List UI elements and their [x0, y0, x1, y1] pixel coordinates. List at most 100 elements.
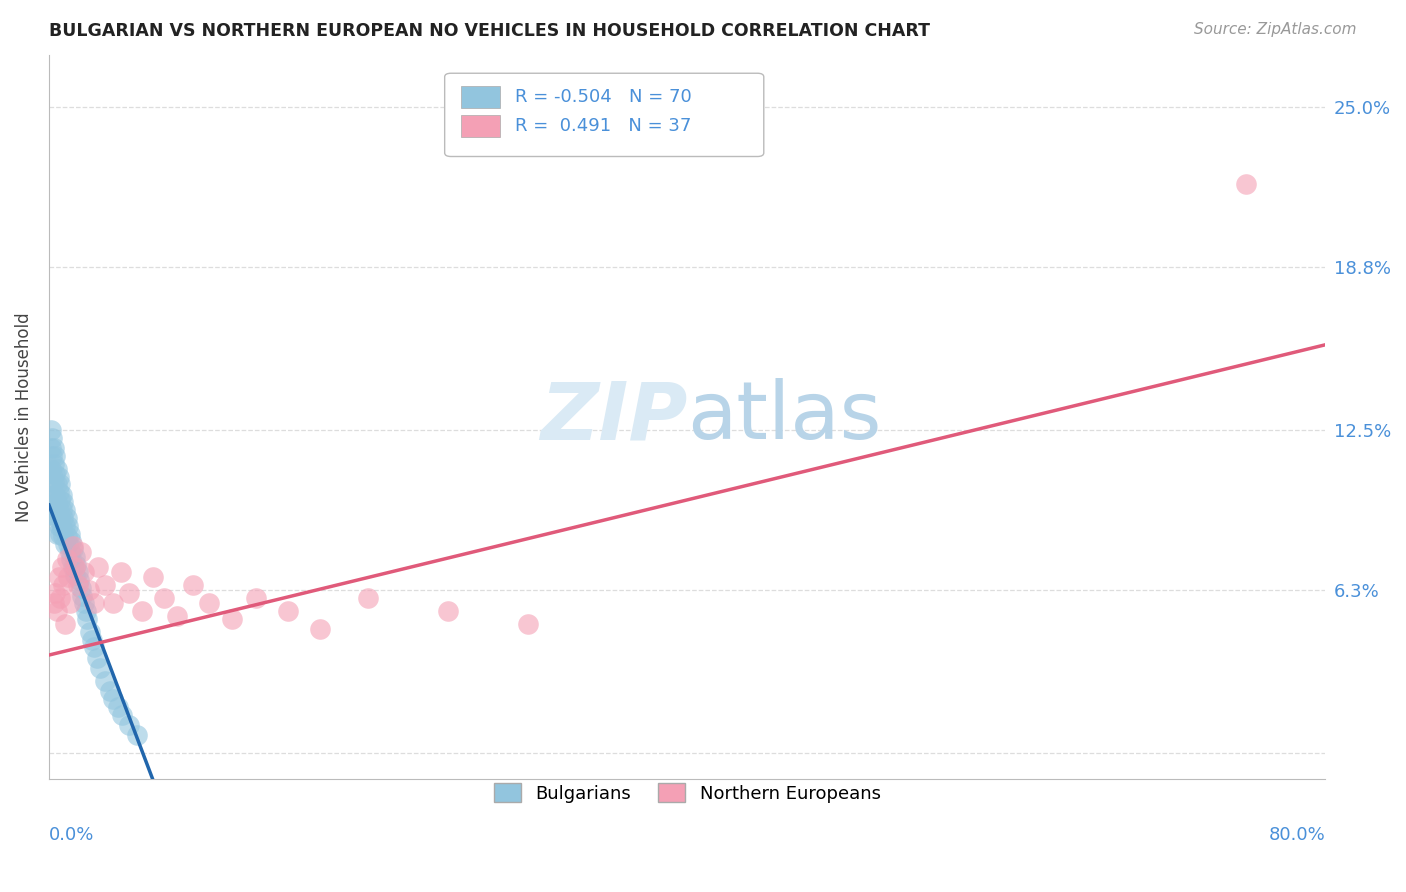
Point	[46, 477, 69, 491]
Point	[53, 617, 76, 632]
Point	[46, 526, 69, 541]
Text: R =  0.491   N = 37: R = 0.491 N = 37	[515, 117, 692, 135]
FancyBboxPatch shape	[444, 73, 763, 156]
Point	[67, 573, 90, 587]
Point	[63, 560, 86, 574]
Point	[42, 596, 65, 610]
Text: Source: ZipAtlas.com: Source: ZipAtlas.com	[1194, 22, 1357, 37]
Point	[51, 503, 73, 517]
Point	[44, 586, 66, 600]
Point	[131, 604, 153, 618]
Point	[41, 431, 63, 445]
Point	[52, 529, 75, 543]
Point	[52, 495, 75, 509]
Legend: Bulgarians, Northern Europeans: Bulgarians, Northern Europeans	[486, 776, 887, 810]
Point	[48, 485, 70, 500]
Point	[75, 604, 97, 618]
Point	[46, 462, 69, 476]
Point	[48, 570, 70, 584]
Point	[63, 549, 86, 564]
Point	[70, 544, 93, 558]
Point	[53, 537, 76, 551]
Point	[101, 692, 124, 706]
Point	[245, 591, 267, 606]
Point	[62, 540, 84, 554]
Point	[48, 518, 70, 533]
Point	[42, 457, 65, 471]
Point	[49, 526, 72, 541]
Point	[42, 492, 65, 507]
Point	[94, 578, 117, 592]
Point	[118, 586, 141, 600]
Point	[107, 699, 129, 714]
Point	[1234, 178, 1257, 192]
Point	[111, 707, 134, 722]
Point	[46, 511, 69, 525]
Point	[357, 591, 380, 606]
Point	[73, 566, 96, 580]
Point	[49, 492, 72, 507]
Point	[42, 441, 65, 455]
Point	[516, 617, 538, 632]
Point	[49, 511, 72, 525]
Point	[77, 583, 100, 598]
Point	[60, 552, 83, 566]
Point	[51, 560, 73, 574]
FancyBboxPatch shape	[461, 115, 499, 137]
Point	[277, 604, 299, 618]
Point	[42, 475, 65, 489]
Point	[44, 449, 66, 463]
Point	[56, 537, 79, 551]
Point	[49, 591, 72, 606]
Point	[110, 566, 132, 580]
Point	[221, 612, 243, 626]
Point	[56, 518, 79, 533]
Point	[437, 604, 460, 618]
Text: 0.0%: 0.0%	[49, 826, 94, 844]
Point	[41, 488, 63, 502]
Point	[62, 560, 84, 574]
Y-axis label: No Vehicles in Household: No Vehicles in Household	[15, 312, 32, 522]
Point	[80, 632, 103, 647]
Point	[60, 534, 83, 549]
Point	[76, 612, 98, 626]
Point	[65, 558, 87, 572]
Point	[59, 526, 82, 541]
Point	[309, 622, 332, 636]
Point	[62, 542, 84, 557]
Point	[89, 661, 111, 675]
Point	[83, 596, 105, 610]
Point	[46, 604, 69, 618]
Text: 80.0%: 80.0%	[1268, 826, 1326, 844]
Point	[63, 567, 86, 582]
Point	[49, 477, 72, 491]
Point	[44, 488, 66, 502]
FancyBboxPatch shape	[461, 87, 499, 108]
Point	[42, 508, 65, 523]
Point	[55, 552, 77, 566]
Point	[73, 596, 96, 610]
Point	[118, 718, 141, 732]
Point	[55, 529, 77, 543]
Point	[94, 673, 117, 688]
Point	[39, 462, 62, 476]
Point	[51, 521, 73, 535]
Point	[46, 495, 69, 509]
Point	[56, 570, 79, 584]
Point	[70, 581, 93, 595]
Point	[101, 596, 124, 610]
Point	[44, 467, 66, 481]
Point	[197, 596, 219, 610]
Point	[87, 560, 110, 574]
Point	[44, 503, 66, 517]
Text: BULGARIAN VS NORTHERN EUROPEAN NO VEHICLES IN HOUSEHOLD CORRELATION CHART: BULGARIAN VS NORTHERN EUROPEAN NO VEHICL…	[49, 22, 931, 40]
Point	[48, 469, 70, 483]
Point	[86, 650, 108, 665]
Point	[72, 589, 94, 603]
Point	[181, 578, 204, 592]
Text: atlas: atlas	[688, 378, 882, 456]
Point	[98, 684, 121, 698]
Point	[66, 566, 89, 580]
Point	[66, 578, 89, 592]
Point	[55, 511, 77, 525]
